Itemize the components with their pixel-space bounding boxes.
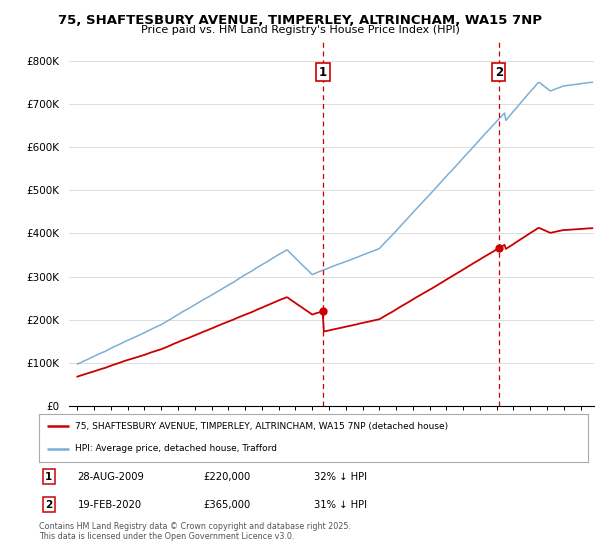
Text: Price paid vs. HM Land Registry's House Price Index (HPI): Price paid vs. HM Land Registry's House … xyxy=(140,25,460,35)
Text: 75, SHAFTESBURY AVENUE, TIMPERLEY, ALTRINCHAM, WA15 7NP: 75, SHAFTESBURY AVENUE, TIMPERLEY, ALTRI… xyxy=(58,14,542,27)
Text: 1: 1 xyxy=(45,472,53,482)
Text: Contains HM Land Registry data © Crown copyright and database right 2025.
This d: Contains HM Land Registry data © Crown c… xyxy=(39,522,351,542)
Text: 28-AUG-2009: 28-AUG-2009 xyxy=(77,472,145,482)
Text: £365,000: £365,000 xyxy=(204,500,251,510)
Text: 19-FEB-2020: 19-FEB-2020 xyxy=(77,500,142,510)
Text: 31% ↓ HPI: 31% ↓ HPI xyxy=(314,500,367,510)
Text: 2: 2 xyxy=(45,500,53,510)
Text: 32% ↓ HPI: 32% ↓ HPI xyxy=(314,472,367,482)
Text: HPI: Average price, detached house, Trafford: HPI: Average price, detached house, Traf… xyxy=(74,444,277,453)
Text: £220,000: £220,000 xyxy=(204,472,251,482)
Text: 2: 2 xyxy=(494,66,503,79)
Text: 75, SHAFTESBURY AVENUE, TIMPERLEY, ALTRINCHAM, WA15 7NP (detached house): 75, SHAFTESBURY AVENUE, TIMPERLEY, ALTRI… xyxy=(74,422,448,431)
Text: 1: 1 xyxy=(319,66,327,79)
